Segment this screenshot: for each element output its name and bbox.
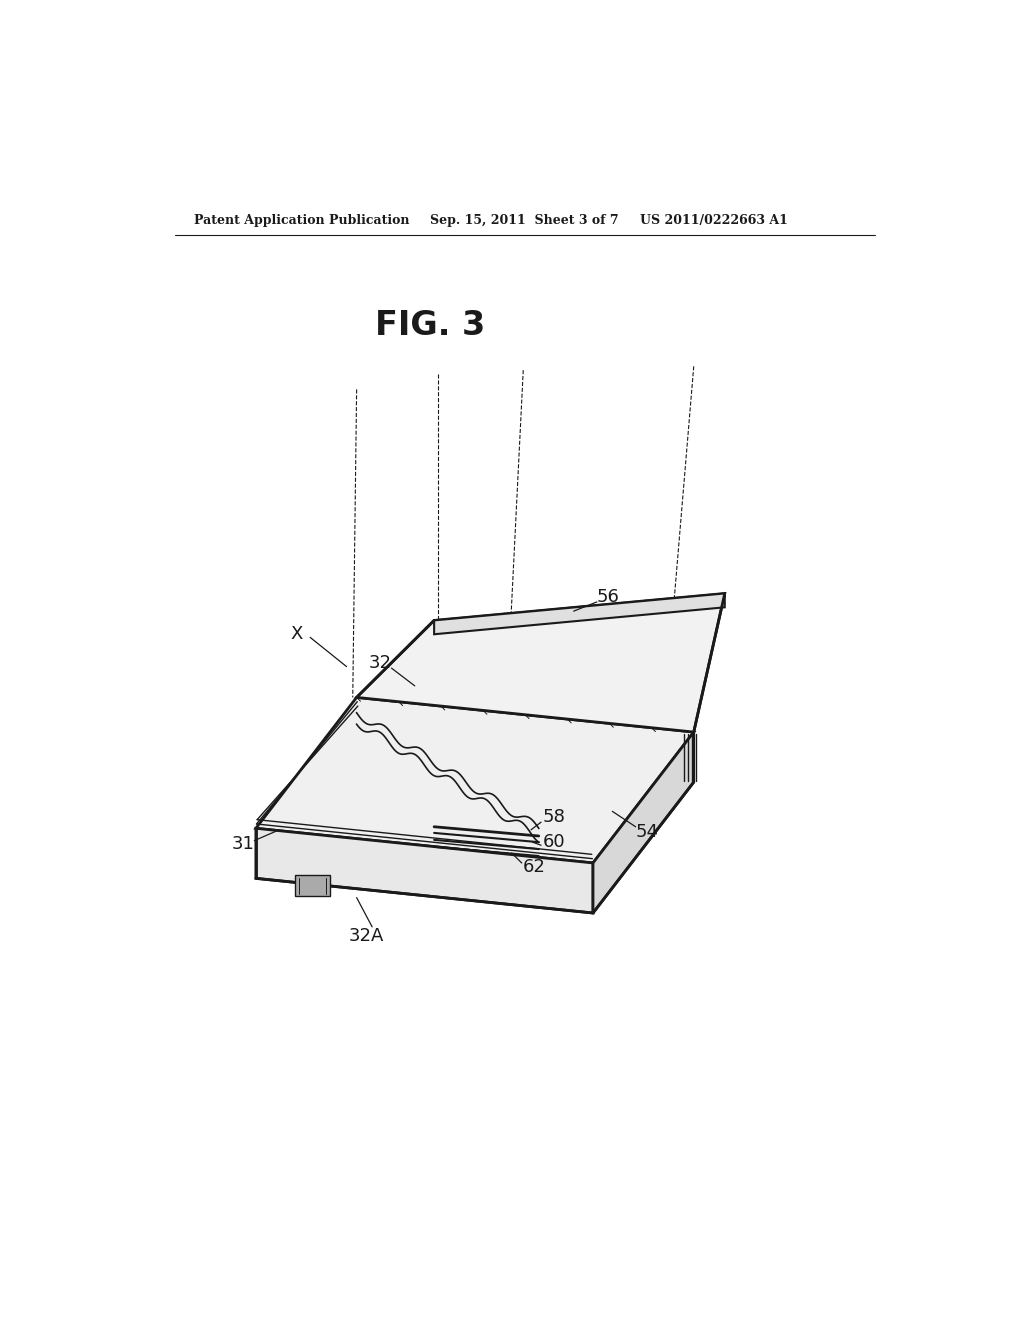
Polygon shape [256,697,693,863]
Polygon shape [256,829,593,913]
Text: 32: 32 [369,653,391,672]
Text: X: X [291,626,303,643]
Text: Patent Application Publication: Patent Application Publication [194,214,410,227]
Text: US 2011/0222663 A1: US 2011/0222663 A1 [640,214,787,227]
Bar [295,874,330,896]
Text: 54: 54 [636,824,658,841]
Text: 32A: 32A [349,927,384,945]
Polygon shape [593,733,693,913]
Text: 62: 62 [523,858,546,875]
Text: 31: 31 [231,834,254,853]
Polygon shape [434,594,725,635]
Text: 58: 58 [543,808,565,826]
Text: Sep. 15, 2011  Sheet 3 of 7: Sep. 15, 2011 Sheet 3 of 7 [430,214,618,227]
Text: 56: 56 [597,589,620,606]
Text: 60: 60 [543,833,565,851]
Text: FIG. 3: FIG. 3 [375,309,485,342]
Polygon shape [356,594,725,733]
